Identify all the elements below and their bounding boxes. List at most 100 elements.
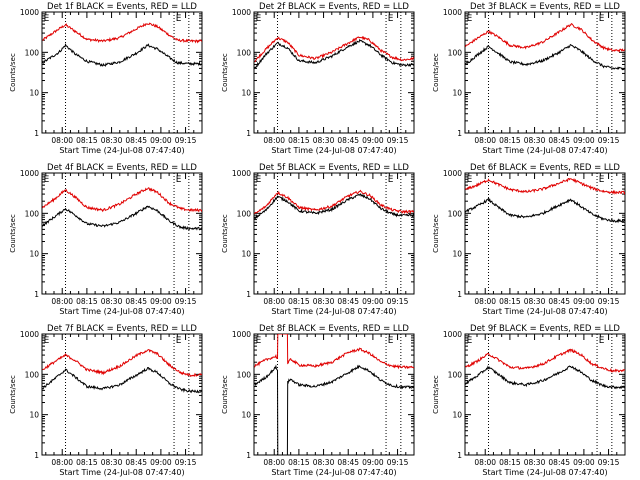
plot-frame (41, 172, 203, 295)
x-axis-label: Start Time (24-Jul-08 07:47:40) (271, 307, 396, 316)
event-marker-label: E (467, 14, 473, 24)
panel-title: Det 8f BLACK = Events, RED = LLD (259, 324, 409, 334)
event-marker-label: E (599, 14, 605, 24)
x-tick-label: 09:15 (175, 136, 197, 145)
y-tick-label: 10 (29, 89, 39, 98)
x-tick-label: 08:15 (499, 136, 521, 145)
y-tick-label: 1 (34, 129, 39, 138)
events-series-line (254, 364, 414, 455)
x-tick-label: 08:00 (263, 458, 285, 467)
y-tick-label: 1 (246, 290, 251, 299)
y-tick-label: 1000 (20, 330, 39, 339)
panel-title: Det 5f BLACK = Events, RED = LLD (259, 163, 409, 173)
events-series-line (42, 205, 202, 231)
x-tick-label: 08:00 (474, 458, 496, 467)
x-tick-label: 08:15 (76, 458, 98, 467)
y-tick-label: 100 (25, 370, 40, 379)
panel-title: Det 6f BLACK = Events, RED = LLD (470, 163, 620, 173)
events-series-line (254, 193, 414, 219)
event-marker-label: E (256, 14, 262, 24)
x-tick-label: 08:00 (51, 136, 73, 145)
events-series-line (42, 43, 202, 67)
y-tick-label: 1000 (443, 169, 462, 178)
lld-series-line (465, 23, 625, 53)
y-tick-label: 10 (452, 411, 462, 420)
event-marker-label: E (176, 14, 182, 24)
plot-frame (253, 11, 415, 134)
y-axis-label: Counts/sec (432, 375, 440, 414)
x-tick-label: 09:15 (175, 297, 197, 306)
x-tick-label: 08:30 (524, 297, 546, 306)
y-tick-label: 1000 (443, 8, 462, 17)
y-tick-label: 10 (241, 89, 251, 98)
y-tick-label: 10 (241, 250, 251, 259)
x-axis-label: Start Time (24-Jul-08 07:47:40) (482, 146, 607, 155)
y-tick-label: 1 (457, 129, 462, 138)
event-marker-label: E (599, 175, 605, 185)
y-tick-label: 10 (241, 411, 251, 420)
panel-det-3f: Det 3f BLACK = Events, RED = LLD 1 10 100 10… (432, 2, 626, 155)
x-tick-label: 08:00 (51, 297, 73, 306)
y-tick-label: 100 (448, 209, 463, 218)
x-tick-label: 09:00 (150, 297, 172, 306)
event-marker-label: E (176, 336, 182, 346)
event-marker-label: E (256, 336, 262, 346)
x-tick-label: 09:15 (598, 458, 620, 467)
x-tick-label: 08:45 (125, 458, 147, 467)
y-tick-label: 100 (237, 209, 252, 218)
x-tick-label: 08:45 (548, 458, 570, 467)
plot-frame (41, 333, 203, 456)
panel-det-7f: Det 7f BLACK = Events, RED = LLD 1 10 100 10… (9, 324, 203, 477)
y-tick-label: 100 (448, 370, 463, 379)
panel-title: Det 9f BLACK = Events, RED = LLD (470, 324, 620, 334)
y-tick-label: 10 (452, 250, 462, 259)
x-tick-label: 09:15 (387, 297, 409, 306)
x-tick-label: 08:30 (524, 458, 546, 467)
x-tick-label: 08:15 (76, 136, 98, 145)
y-tick-label: 1 (246, 451, 251, 460)
x-tick-label: 08:00 (263, 136, 285, 145)
x-tick-label: 08:45 (125, 297, 147, 306)
panel-title: Det 7f BLACK = Events, RED = LLD (47, 324, 197, 334)
y-tick-label: 10 (452, 89, 462, 98)
panel-det-1f: Det 1f BLACK = Events, RED = LLD 1 10 100 10… (9, 2, 203, 155)
y-tick-label: 100 (237, 48, 252, 57)
y-tick-label: 1000 (232, 330, 251, 339)
event-marker-label: E (388, 336, 394, 346)
y-axis-label: Counts/sec (432, 53, 440, 92)
x-tick-label: 08:15 (499, 458, 521, 467)
x-tick-label: 09:00 (573, 297, 595, 306)
plot-frame (464, 333, 626, 456)
panel-title: Det 2f BLACK = Events, RED = LLD (259, 2, 409, 12)
x-tick-label: 09:15 (598, 297, 620, 306)
x-tick-label: 08:45 (125, 136, 147, 145)
panel-title: Det 1f BLACK = Events, RED = LLD (47, 2, 197, 12)
plot-frame (464, 11, 626, 134)
x-tick-label: 08:45 (548, 297, 570, 306)
y-tick-label: 1 (457, 451, 462, 460)
y-axis-label: Counts/sec (9, 375, 17, 414)
plot-frame (253, 333, 415, 456)
lld-series-line (42, 22, 202, 44)
y-tick-label: 1 (457, 290, 462, 299)
x-tick-label: 08:30 (313, 297, 335, 306)
x-tick-label: 08:45 (337, 136, 359, 145)
x-tick-label: 09:15 (387, 458, 409, 467)
y-axis-label: Counts/sec (221, 53, 229, 92)
event-marker-label: E (467, 336, 473, 346)
x-tick-label: 08:30 (313, 458, 335, 467)
x-tick-label: 08:45 (337, 458, 359, 467)
x-tick-label: 08:00 (474, 297, 496, 306)
panel-det-4f: Det 4f BLACK = Events, RED = LLD 1 10 100 10… (9, 163, 203, 316)
x-axis-label: Start Time (24-Jul-08 07:47:40) (59, 307, 184, 316)
x-tick-label: 09:00 (362, 136, 384, 145)
plot-frame (253, 172, 415, 295)
panel-title: Det 3f BLACK = Events, RED = LLD (470, 2, 620, 12)
plot-frame (41, 11, 203, 134)
plot-frame (464, 172, 626, 295)
event-marker-label: E (176, 175, 182, 185)
y-tick-label: 100 (25, 48, 40, 57)
x-axis-label: Start Time (24-Jul-08 07:47:40) (271, 468, 396, 477)
